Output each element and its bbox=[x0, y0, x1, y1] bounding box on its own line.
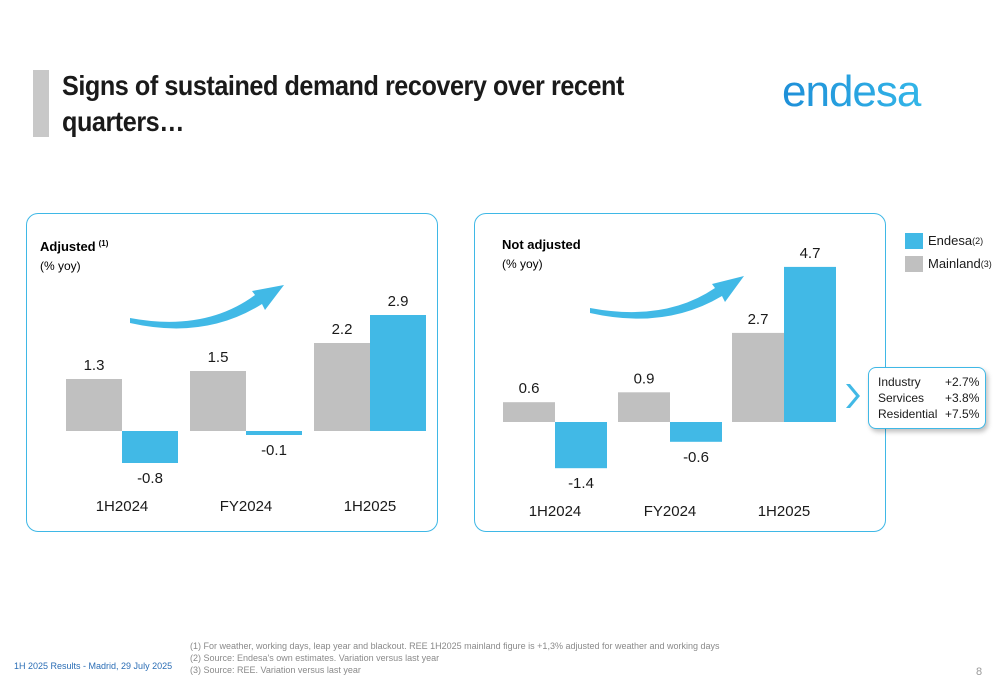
legend-item-mainland: Mainland (3) bbox=[905, 252, 992, 275]
chart-subtitle: (% yoy) bbox=[502, 257, 543, 271]
breakdown-row: Industry +2.7% bbox=[878, 374, 985, 390]
bar-endesa-1h2025 bbox=[370, 315, 426, 431]
category-label-fy2024: FY2024 bbox=[644, 503, 697, 520]
breakdown-value: +7.5% bbox=[945, 407, 980, 421]
legend-swatch bbox=[905, 255, 923, 272]
legend-label: Mainland bbox=[928, 256, 981, 271]
data-label-endesa-1h2025: 4.7 bbox=[800, 245, 821, 262]
data-label-mainland-1h2025: 2.7 bbox=[748, 311, 769, 328]
bar-mainland-fy2024 bbox=[190, 371, 246, 431]
endesa-logo: endesa bbox=[782, 68, 923, 116]
svg-text:endesa: endesa bbox=[782, 68, 922, 116]
breakdown-value: +3.8% bbox=[945, 391, 980, 405]
category-label-1h2024: 1H2024 bbox=[529, 503, 582, 520]
bar-endesa-fy2024 bbox=[670, 422, 722, 442]
footer-event-label: 1H 2025 Results - Madrid, 29 July 2025 bbox=[14, 661, 173, 671]
breakdown-label: Industry bbox=[878, 375, 921, 389]
breakdown-row: Residential +7.5% bbox=[878, 406, 985, 422]
bar-endesa-1h2024 bbox=[555, 422, 607, 469]
footnote: (3) Source: REE. Variation versus last y… bbox=[190, 665, 361, 675]
data-label-endesa-fy2024: -0.6 bbox=[683, 449, 709, 466]
legend-superscript: (2) bbox=[972, 235, 984, 246]
bar-endesa-1h2025 bbox=[784, 266, 836, 422]
trend-arrow bbox=[130, 285, 284, 329]
footnote: (1) For weather, working days, leap year… bbox=[190, 641, 720, 651]
legend-label: Endesa bbox=[928, 233, 973, 248]
breakdown-label: Residential bbox=[878, 407, 938, 421]
breakdown-value: +2.7% bbox=[945, 375, 980, 389]
category-label-fy2024: FY2024 bbox=[220, 498, 273, 515]
breakdown-label: Services bbox=[878, 391, 925, 405]
data-label-mainland-1h2024: 1.3 bbox=[84, 357, 105, 374]
category-label-1h2024: 1H2024 bbox=[96, 498, 149, 515]
page-title-line-1: Signs of sustained demand recovery over … bbox=[62, 70, 624, 101]
chart-subtitle: (% yoy) bbox=[40, 259, 81, 273]
adjusted-chart: Adjusted (1) (% yoy) 1.3 -0.8 1H2024 1.5 -0.1… bbox=[40, 239, 426, 515]
endesa-segment-breakdown: Industry +2.7% Services +3.8% Residential +… bbox=[868, 367, 986, 429]
bar-endesa-1h2024 bbox=[122, 431, 178, 463]
bar-mainland-1h2025 bbox=[732, 332, 784, 422]
category-label-1h2025: 1H2025 bbox=[758, 503, 811, 520]
data-label-endesa-fy2024: -0.1 bbox=[261, 442, 287, 459]
data-label-mainland-1h2025: 2.2 bbox=[332, 321, 353, 338]
chart-title: Not adjusted bbox=[502, 237, 581, 252]
category-label-1h2025: 1H2025 bbox=[344, 498, 397, 515]
data-label-endesa-1h2024: -1.4 bbox=[568, 475, 594, 492]
chart-title: Adjusted (1) bbox=[40, 239, 109, 254]
footnote: (2) Source: Endesa's own estimates. Vari… bbox=[190, 653, 440, 663]
not-adjusted-chart: Not adjusted (% yoy) 0.6 -1.4 1H2024 0.9 -0.… bbox=[502, 237, 836, 520]
data-label-mainland-1h2024: 0.6 bbox=[519, 380, 540, 397]
legend-superscript: (3) bbox=[980, 258, 992, 269]
data-label-mainland-fy2024: 0.9 bbox=[634, 370, 655, 387]
breakdown-row: Services +3.8% bbox=[878, 390, 985, 406]
footnotes: (1) For weather, working days, leap year… bbox=[190, 640, 720, 676]
chevron-right-icon bbox=[846, 384, 860, 408]
data-label-endesa-1h2024: -0.8 bbox=[137, 470, 163, 487]
data-label-endesa-1h2025: 2.9 bbox=[388, 293, 409, 310]
bar-mainland-1h2024 bbox=[66, 379, 122, 431]
trend-arrow bbox=[590, 276, 744, 319]
legend-item-endesa: Endesa (2) bbox=[905, 229, 992, 252]
data-label-mainland-fy2024: 1.5 bbox=[208, 349, 229, 366]
title-accent-bar bbox=[33, 70, 49, 137]
legend: Endesa (2) Mainland (3) bbox=[905, 229, 992, 275]
page-number: 8 bbox=[976, 666, 983, 678]
page-title-line-2: quarters… bbox=[62, 106, 184, 137]
bar-mainland-1h2024 bbox=[503, 402, 555, 422]
bar-endesa-fy2024 bbox=[246, 431, 302, 435]
legend-swatch bbox=[905, 232, 923, 249]
page-title: Signs of sustained demand recovery over … bbox=[62, 68, 638, 140]
bar-mainland-fy2024 bbox=[618, 392, 670, 422]
bar-mainland-1h2025 bbox=[314, 343, 370, 431]
